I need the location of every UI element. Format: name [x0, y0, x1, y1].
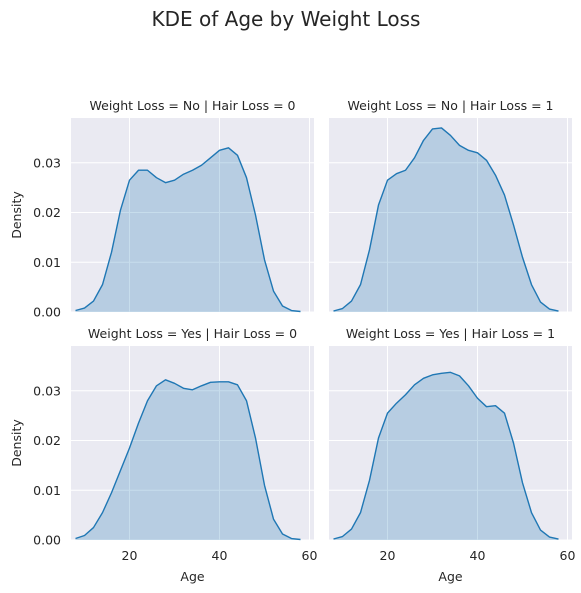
x-tick-label: 40	[212, 548, 228, 563]
panel-background	[329, 346, 572, 540]
kde-line	[333, 371, 559, 540]
y-tick-label: 0.02	[33, 433, 61, 448]
kde-area	[333, 127, 559, 312]
x-tick-label: 20	[122, 548, 138, 563]
y-tick-label: 0.03	[33, 383, 61, 398]
y-tick-label: 0.00	[33, 305, 61, 320]
panel-background	[71, 118, 314, 312]
y-tick-label: 0.02	[33, 205, 61, 220]
y-tick-label: 0.03	[33, 155, 61, 170]
panel-title: Weight Loss = No | Hair Loss = 0	[90, 98, 296, 113]
y-tick-label: 0.00	[33, 533, 61, 548]
x-axis-label: Age	[438, 569, 462, 584]
panels-group: Weight Loss = No | Hair Loss = 0 0.00 0.01…	[9, 98, 575, 584]
facet-panel: Weight Loss = No | Hair Loss = 0 0.00 0.01…	[9, 98, 314, 320]
x-axis-label: Age	[180, 569, 204, 584]
figure-title: KDE of Age by Weight Loss	[152, 7, 421, 31]
facet-panel: Weight Loss = Yes | Hair Loss = 0 0.00 0.0…	[9, 326, 317, 584]
facet-panel: Weight Loss = Yes | Hair Loss = 1 20 40 60 A…	[329, 326, 575, 584]
kde-line	[75, 379, 301, 541]
kde-area	[75, 379, 301, 540]
x-tick-label: 20	[380, 548, 396, 563]
kde-area	[75, 147, 301, 312]
panel-title: Weight Loss = Yes | Hair Loss = 0	[88, 326, 297, 341]
facet-panel: Weight Loss = No | Hair Loss = 1	[329, 98, 572, 313]
y-tick-label: 0.01	[33, 483, 61, 498]
kde-line	[333, 127, 559, 312]
panel-title: Weight Loss = Yes | Hair Loss = 1	[346, 326, 555, 341]
y-axis-label: Density	[9, 191, 24, 239]
y-axis-label: Density	[9, 419, 24, 467]
x-tick-label: 60	[302, 548, 318, 563]
y-tick-label: 0.01	[33, 255, 61, 270]
x-tick-label: 40	[470, 548, 486, 563]
panel-background	[71, 346, 314, 540]
kde-line	[75, 147, 301, 313]
panel-background	[329, 118, 572, 312]
kde-area	[333, 372, 559, 540]
x-tick-label: 60	[560, 548, 576, 563]
panel-title: Weight Loss = No | Hair Loss = 1	[348, 98, 554, 113]
